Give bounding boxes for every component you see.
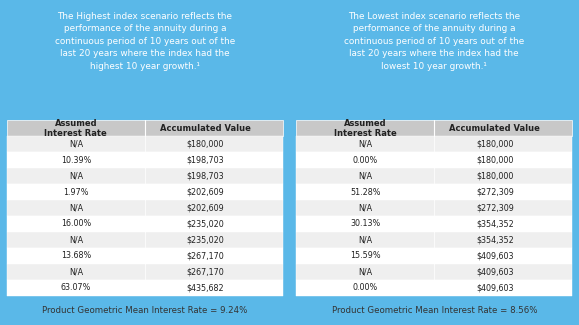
Bar	[296, 152, 572, 168]
Bar	[296, 136, 572, 152]
Text: The Highest index scenario reflects the
performance of the annuity during a
cont: The Highest index scenario reflects the …	[54, 12, 235, 71]
Bar	[296, 120, 572, 136]
Text: Product Geometric Mean Interest Rate = 9.24%: Product Geometric Mean Interest Rate = 9…	[42, 306, 247, 315]
Text: N/A: N/A	[69, 235, 83, 244]
Text: $198,703: $198,703	[186, 172, 224, 181]
Bar	[7, 216, 283, 232]
Text: Accumulated Value: Accumulated Value	[160, 124, 251, 133]
Bar	[296, 232, 572, 248]
Text: N/A: N/A	[358, 235, 372, 244]
Text: Assumed
Interest Rate: Assumed Interest Rate	[334, 119, 397, 138]
Text: $354,352: $354,352	[476, 235, 514, 244]
Text: N/A: N/A	[69, 140, 83, 149]
Text: 16.00%: 16.00%	[61, 219, 91, 228]
Bar	[7, 168, 283, 184]
Text: 30.13%: 30.13%	[350, 219, 380, 228]
Text: N/A: N/A	[358, 140, 372, 149]
Text: $202,609: $202,609	[186, 203, 224, 213]
Text: $272,309: $272,309	[476, 203, 514, 213]
Bar	[7, 184, 283, 200]
Text: $267,170: $267,170	[186, 251, 224, 260]
Bar	[296, 168, 572, 184]
Text: N/A: N/A	[69, 203, 83, 213]
Text: $409,603: $409,603	[476, 251, 514, 260]
Text: $409,603: $409,603	[476, 267, 514, 276]
Text: Assumed
Interest Rate: Assumed Interest Rate	[45, 119, 107, 138]
Bar	[296, 200, 572, 216]
Text: 13.68%: 13.68%	[61, 251, 91, 260]
Text: $202,609: $202,609	[186, 188, 224, 197]
Bar	[7, 152, 283, 168]
Text: The Lowest index scenario reflects the
performance of the annuity during a
conti: The Lowest index scenario reflects the p…	[344, 12, 525, 71]
Bar	[296, 280, 572, 296]
Text: Product Geometric Mean Interest Rate = 8.56%: Product Geometric Mean Interest Rate = 8…	[332, 306, 537, 315]
Text: $272,309: $272,309	[476, 188, 514, 197]
Bar	[7, 120, 283, 136]
Text: N/A: N/A	[69, 267, 83, 276]
Text: N/A: N/A	[358, 172, 372, 181]
Text: 0.00%: 0.00%	[353, 156, 378, 165]
Text: N/A: N/A	[358, 203, 372, 213]
Bar	[296, 248, 572, 264]
Text: $267,170: $267,170	[186, 267, 224, 276]
Bar	[7, 280, 283, 296]
Text: N/A: N/A	[69, 172, 83, 181]
Text: 0.00%: 0.00%	[353, 283, 378, 292]
Text: $198,703: $198,703	[186, 156, 224, 165]
Text: $235,020: $235,020	[186, 235, 224, 244]
Bar	[7, 232, 283, 248]
Text: 63.07%: 63.07%	[61, 283, 91, 292]
Text: $435,682: $435,682	[186, 283, 224, 292]
Text: $180,000: $180,000	[476, 172, 514, 181]
Text: Accumulated Value: Accumulated Value	[449, 124, 540, 133]
Text: $235,020: $235,020	[186, 219, 224, 228]
Text: 15.59%: 15.59%	[350, 251, 380, 260]
Bar	[7, 200, 283, 216]
Text: $180,000: $180,000	[186, 140, 224, 149]
Text: $409,603: $409,603	[476, 283, 514, 292]
Bar	[7, 264, 283, 280]
Text: 51.28%: 51.28%	[350, 188, 380, 197]
Bar	[296, 184, 572, 200]
Bar	[296, 216, 572, 232]
Text: $180,000: $180,000	[476, 156, 514, 165]
Text: 1.97%: 1.97%	[63, 188, 89, 197]
Text: $354,352: $354,352	[476, 219, 514, 228]
Text: $180,000: $180,000	[476, 140, 514, 149]
Text: 10.39%: 10.39%	[61, 156, 91, 165]
Text: N/A: N/A	[358, 267, 372, 276]
Bar	[296, 264, 572, 280]
Bar	[7, 136, 283, 152]
Bar	[7, 248, 283, 264]
